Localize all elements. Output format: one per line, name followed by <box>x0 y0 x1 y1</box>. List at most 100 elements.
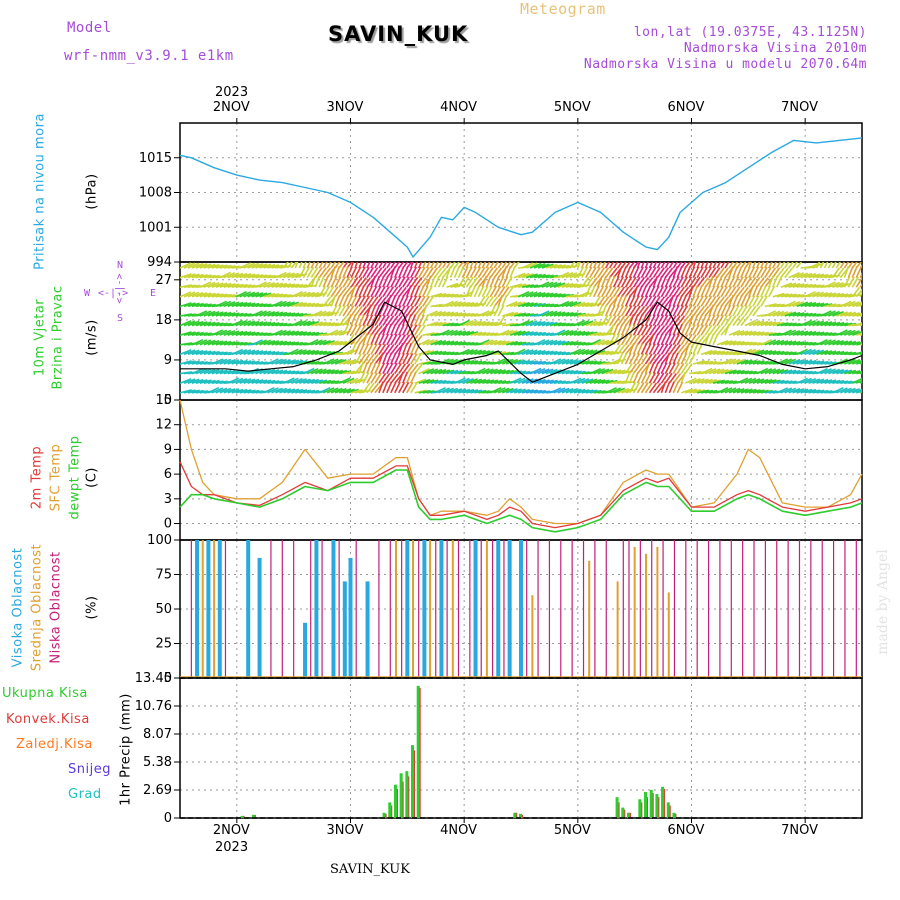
wind-barb <box>605 296 614 307</box>
wind-barb <box>517 377 530 384</box>
wind-barb <box>700 378 713 384</box>
wind-barb <box>644 372 652 384</box>
wind-barb <box>267 340 280 346</box>
wind-barb <box>390 262 396 269</box>
wind-barb <box>374 362 381 374</box>
wind-barb <box>334 387 347 394</box>
wind-barb <box>434 379 447 384</box>
wind-barb <box>275 282 288 288</box>
wind-barb <box>800 283 813 288</box>
wind-barb <box>259 281 271 288</box>
wind-barb <box>525 291 538 298</box>
wind-unit: (m/s) <box>84 319 100 356</box>
wind-barb <box>541 379 554 384</box>
wind-barb <box>251 339 263 346</box>
wind-barb <box>469 262 474 269</box>
wind-barb <box>736 266 743 278</box>
wind-barb <box>513 377 526 384</box>
wind-barb <box>776 275 783 288</box>
wind-barb <box>378 372 387 384</box>
wind-barb <box>255 310 267 317</box>
wind-barb <box>231 272 244 279</box>
wind-barb <box>628 314 635 326</box>
wind-barb <box>437 267 447 279</box>
cloud-bar <box>628 540 630 678</box>
wind-barb <box>239 378 252 384</box>
wind-barb <box>621 381 634 384</box>
wind-barb <box>438 329 450 336</box>
wind-barb <box>760 262 765 269</box>
wind-barb <box>840 387 852 394</box>
wind-barb <box>478 339 490 346</box>
wind-barb <box>406 285 412 298</box>
wind-barb <box>350 295 358 307</box>
wind-barb <box>342 266 349 278</box>
wind-barb <box>486 368 498 375</box>
wind-barb <box>780 369 793 375</box>
wind-barb <box>342 295 349 307</box>
wind-barb <box>545 368 558 375</box>
wind-barb <box>434 321 447 327</box>
wind-barb <box>648 314 656 326</box>
wind-barb <box>374 372 382 384</box>
wind-barb <box>844 311 857 317</box>
wind-barb <box>231 301 244 308</box>
wind-barb <box>314 267 323 279</box>
model-name: wrf-nmm_v3.9.1 e1km <box>64 48 234 64</box>
wind-barb <box>283 312 296 317</box>
sfc-temp-line <box>179 399 863 525</box>
wind-barb <box>366 333 373 346</box>
wind-barb <box>414 389 427 394</box>
wind-barb <box>776 340 789 346</box>
wind-barb <box>616 323 624 336</box>
wind-barb <box>620 315 630 327</box>
wind-barb <box>486 379 499 384</box>
y-tick-label: 18 <box>155 313 172 328</box>
wind-barb <box>521 349 534 356</box>
wind-barb <box>835 267 845 279</box>
total-precip-bar <box>382 812 386 818</box>
wind-barb <box>195 292 208 298</box>
wind-barb <box>211 369 224 375</box>
wind-barb <box>469 277 479 288</box>
wind-barb <box>796 312 809 317</box>
wind-barb <box>632 266 640 278</box>
wind-barb <box>283 341 296 346</box>
wind-barb <box>816 320 829 327</box>
wind-barb <box>601 267 610 279</box>
wind-barb <box>589 285 596 298</box>
wind-barb <box>596 275 603 288</box>
wind-barb <box>748 305 757 317</box>
wind-barb <box>513 262 520 269</box>
wind-barb <box>549 369 562 375</box>
wind-barb <box>454 388 467 394</box>
wind-barb <box>828 368 841 375</box>
wind-barb <box>525 349 538 356</box>
wind-barb <box>418 339 430 346</box>
wind-barb <box>430 339 443 346</box>
wind-barb <box>589 262 594 269</box>
wind-barb <box>247 389 260 394</box>
cloud-bar <box>787 540 789 678</box>
wind-barb <box>310 275 317 288</box>
wind-barb <box>454 312 467 317</box>
wind-barb <box>553 329 566 336</box>
wind-barb <box>573 377 586 384</box>
wind-barb <box>680 315 690 327</box>
wind-barb <box>203 292 216 298</box>
wind-barb <box>768 321 781 327</box>
wind-barb <box>792 283 805 288</box>
wind-barb <box>776 262 782 269</box>
wind-barb <box>593 295 601 307</box>
wind-barb <box>716 304 723 317</box>
wind-barb <box>720 267 729 279</box>
wind-barb <box>291 388 304 394</box>
wind-barb <box>247 273 260 279</box>
wind-barb <box>848 330 860 336</box>
wind-barb <box>215 311 228 317</box>
wind-barb <box>465 266 473 278</box>
wind-barb <box>820 274 833 279</box>
wind-barb <box>744 295 751 307</box>
wind-barb <box>557 311 570 317</box>
wind-barb <box>322 340 335 346</box>
